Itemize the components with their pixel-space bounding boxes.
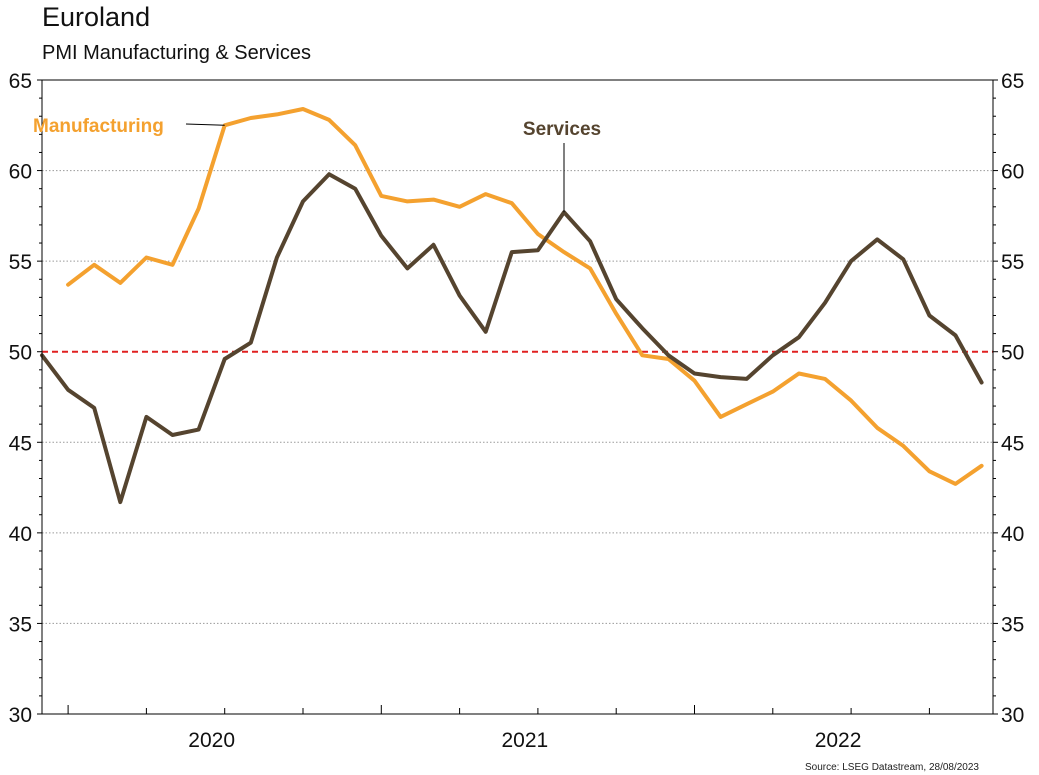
x-tick-label: 2021 <box>501 729 548 752</box>
y-tick-label-right: 55 <box>1001 251 1024 274</box>
x-tick-label: 2020 <box>188 729 235 752</box>
chart-title: Euroland <box>42 2 151 32</box>
leader-line-manufacturing <box>185 123 225 126</box>
y-tick-label-right: 60 <box>1001 161 1024 184</box>
y-tick-label-left: 65 <box>9 70 32 93</box>
plot-frame <box>41 79 994 715</box>
series-line-services <box>40 172 984 505</box>
y-tick-label-left: 50 <box>9 342 32 365</box>
y-tick-label-right: 30 <box>1001 704 1024 727</box>
y-tick-label-right: 65 <box>1001 70 1024 93</box>
y-tick-label-right: 45 <box>1001 432 1024 455</box>
y-tick-label-left: 45 <box>9 432 32 455</box>
series-layer <box>40 107 984 505</box>
series-line-manufacturing <box>66 107 984 486</box>
series-label-services: Services <box>523 119 601 140</box>
y-tick-label-right: 40 <box>1001 523 1024 546</box>
y-tick-label-left: 55 <box>9 251 32 274</box>
y-tick-label-left: 60 <box>9 161 32 184</box>
x-tick-label: 2022 <box>815 729 862 752</box>
annotation-layer: Manufacturing Services <box>33 116 601 213</box>
grid-layer <box>42 170 993 624</box>
y-tick-label-right: 50 <box>1001 342 1024 365</box>
y-tick-label-left: 35 <box>9 613 32 636</box>
tick-layer: 30 30 35 35 40 40 45 45 50 50 55 55 60 60 65 65 2020 2021… <box>9 70 1025 752</box>
y-tick-label-right: 35 <box>1001 613 1024 636</box>
chart-subtitle: PMI Manufacturing & Services <box>42 42 311 64</box>
source-note: Source: LSEG Datastream, 28/08/2023 <box>805 762 979 773</box>
series-label-manufacturing: Manufacturing <box>33 116 164 137</box>
y-tick-label-left: 30 <box>9 704 32 727</box>
y-tick-label-left: 40 <box>9 523 32 546</box>
